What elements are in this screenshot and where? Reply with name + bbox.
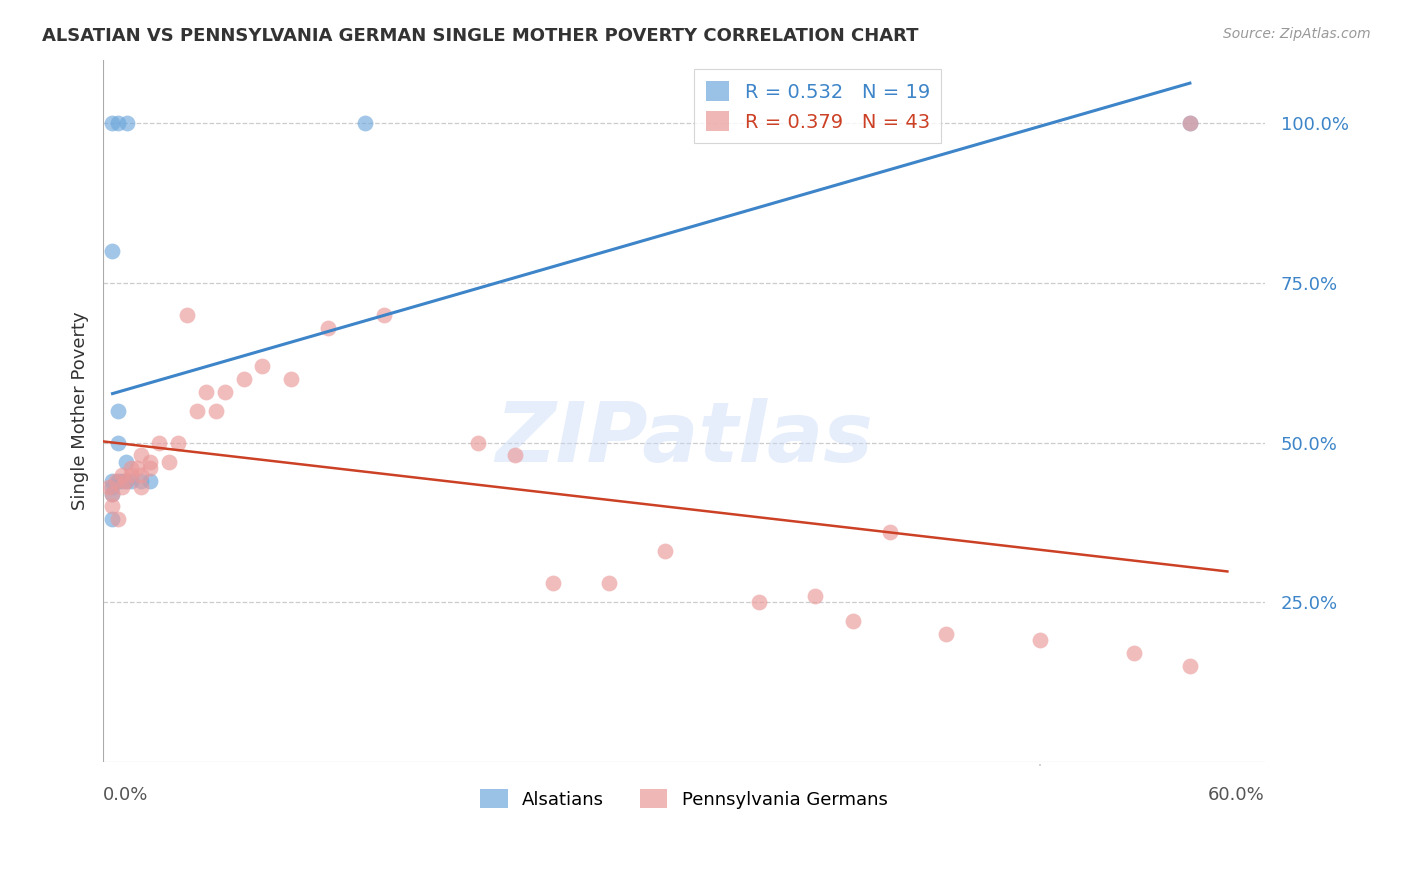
Point — [804, 589, 827, 603]
Point — [101, 480, 124, 494]
Point — [1122, 646, 1144, 660]
Point — [101, 486, 124, 500]
Point — [101, 116, 124, 130]
Point — [654, 544, 676, 558]
Point — [111, 474, 134, 488]
Point — [195, 384, 218, 399]
Point — [107, 403, 129, 417]
Point — [252, 359, 274, 373]
Point — [148, 435, 170, 450]
Point — [107, 474, 129, 488]
Point — [139, 461, 162, 475]
Point — [107, 512, 129, 526]
Point — [1178, 116, 1201, 130]
Point — [101, 474, 124, 488]
Y-axis label: Single Mother Poverty: Single Mother Poverty — [72, 311, 89, 510]
Text: 0.0%: 0.0% — [103, 787, 149, 805]
Point — [129, 474, 152, 488]
Point — [97, 480, 120, 494]
Point — [157, 455, 180, 469]
Point — [1178, 116, 1201, 130]
Point — [105, 474, 128, 488]
Point — [505, 449, 527, 463]
Point — [354, 116, 377, 130]
Point — [120, 467, 142, 482]
Point — [373, 308, 395, 322]
Point — [280, 372, 302, 386]
Point — [541, 576, 564, 591]
Point — [204, 403, 226, 417]
Point — [214, 384, 236, 399]
Point — [101, 486, 124, 500]
Text: ZIPatlas: ZIPatlas — [495, 398, 873, 479]
Point — [232, 372, 254, 386]
Point — [125, 461, 148, 475]
Point — [841, 615, 863, 629]
Point — [114, 455, 136, 469]
Point — [935, 627, 957, 641]
Text: 60.0%: 60.0% — [1208, 787, 1265, 805]
Point — [316, 320, 339, 334]
Point — [1178, 659, 1201, 673]
Point — [176, 308, 198, 322]
Point — [186, 403, 208, 417]
Point — [114, 474, 136, 488]
Point — [117, 116, 139, 130]
Point — [129, 480, 152, 494]
Point — [114, 474, 136, 488]
Point — [879, 524, 901, 539]
Point — [107, 116, 129, 130]
Point — [107, 435, 129, 450]
Legend: Alsatians, Pennsylvania Germans: Alsatians, Pennsylvania Germans — [474, 782, 894, 816]
Point — [139, 474, 162, 488]
Point — [467, 435, 489, 450]
Point — [101, 244, 124, 259]
Point — [111, 467, 134, 482]
Point — [1029, 633, 1052, 648]
Point — [129, 467, 152, 482]
Point — [120, 474, 142, 488]
Point — [120, 461, 142, 475]
Point — [167, 435, 190, 450]
Point — [129, 449, 152, 463]
Point — [748, 595, 770, 609]
Point — [111, 480, 134, 494]
Point — [101, 500, 124, 514]
Point — [139, 455, 162, 469]
Text: Source: ZipAtlas.com: Source: ZipAtlas.com — [1223, 27, 1371, 41]
Point — [598, 576, 620, 591]
Point — [101, 512, 124, 526]
Text: ALSATIAN VS PENNSYLVANIA GERMAN SINGLE MOTHER POVERTY CORRELATION CHART: ALSATIAN VS PENNSYLVANIA GERMAN SINGLE M… — [42, 27, 918, 45]
